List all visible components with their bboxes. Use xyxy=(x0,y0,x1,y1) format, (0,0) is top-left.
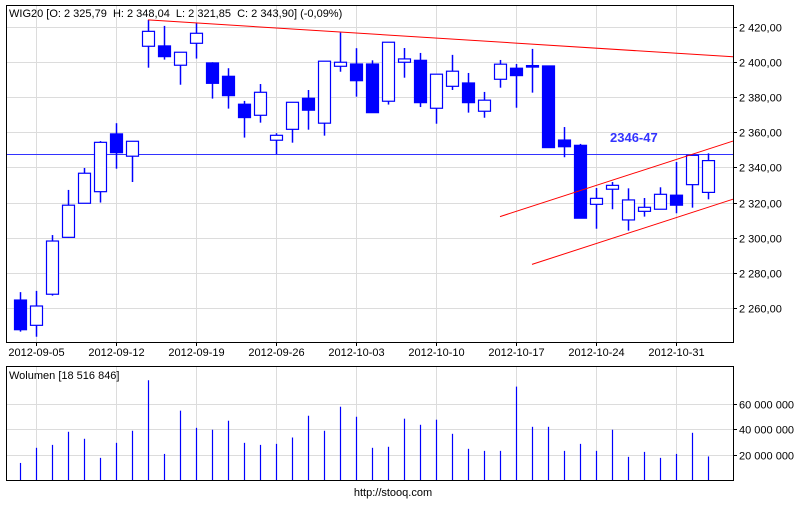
candle-up xyxy=(397,58,412,63)
date-tick-label: 2012-09-19 xyxy=(168,347,224,359)
candle-down xyxy=(157,45,172,58)
candle-up xyxy=(429,73,444,109)
volume-plot-frame xyxy=(6,366,734,481)
candle-up xyxy=(381,41,396,102)
candle-up xyxy=(333,61,348,67)
price-tick-label: 2 280,00 xyxy=(739,269,782,281)
candle-up xyxy=(77,172,92,204)
date-tick-label: 2012-10-03 xyxy=(328,347,384,359)
candle-down xyxy=(221,75,236,97)
candle-up xyxy=(605,184,620,190)
volume-axis: 60 000 000 40 000 000 20 000 000 xyxy=(733,400,794,463)
volume-tick-label: 60 000 000 xyxy=(739,400,794,412)
candle-up xyxy=(637,206,652,212)
price-tick-label: 2 320,00 xyxy=(739,199,782,211)
candle-down xyxy=(237,103,252,119)
candle-down xyxy=(557,139,572,148)
candle-down xyxy=(109,133,124,154)
price-grid xyxy=(6,5,733,342)
candle-up xyxy=(125,140,140,157)
trend-lines xyxy=(147,19,734,265)
candle-down xyxy=(13,299,28,331)
candle-up xyxy=(653,193,668,210)
volume-chart-title: Wolumen [18 516 846] xyxy=(9,370,119,382)
candle-down xyxy=(541,65,556,149)
support-line-label: 2346-47 xyxy=(610,130,658,145)
price-plot-frame xyxy=(6,5,734,343)
candle-down xyxy=(573,144,588,219)
volume-tick-label: 20 000 000 xyxy=(739,451,794,463)
candle-up xyxy=(493,63,508,80)
candle-up xyxy=(317,60,332,124)
price-tick-label: 2 360,00 xyxy=(739,128,782,140)
price-tick-label: 2 380,00 xyxy=(739,93,782,105)
candle-up xyxy=(285,101,300,130)
date-tick-label: 2012-09-12 xyxy=(88,347,144,359)
candle-up xyxy=(589,197,604,205)
date-axis: 2012-09-05 2012-09-12 2012-09-19 2012-09-26… xyxy=(8,342,705,359)
price-axis: 2 420,00 2 400,00 2 380,00 2 360,00 2 340,00… xyxy=(733,23,782,316)
candle-up xyxy=(29,305,44,326)
candle-up xyxy=(701,159,716,193)
date-tick-label: 2012-10-10 xyxy=(408,347,464,359)
volume-grid xyxy=(6,366,733,480)
candle-up xyxy=(685,154,700,186)
candle-down xyxy=(205,62,220,84)
price-tick-label: 2 300,00 xyxy=(739,234,782,246)
candles xyxy=(13,19,716,337)
candle-down xyxy=(349,63,364,82)
source-link[interactable]: http://stooq.com xyxy=(354,487,432,499)
date-tick-label: 2012-10-24 xyxy=(568,347,624,359)
price-tick-label: 2 260,00 xyxy=(739,304,782,316)
date-tick-label: 2012-10-31 xyxy=(648,347,704,359)
volume-bars xyxy=(19,380,710,480)
candle-up xyxy=(189,32,204,44)
candle-down xyxy=(461,82,476,104)
date-tick-label: 2012-09-26 xyxy=(248,347,304,359)
candle-up xyxy=(141,30,156,47)
candle-up xyxy=(477,99,492,112)
candle-up xyxy=(93,141,108,193)
price-chart-title: WIG20 [O: 2 325,79 H: 2 348,04 L: 2 321,… xyxy=(9,8,342,20)
trend-line xyxy=(499,140,734,218)
price-tick-label: 2 420,00 xyxy=(739,23,782,35)
volume-tick-label: 40 000 000 xyxy=(739,425,794,437)
candle-up xyxy=(45,240,60,295)
candle-up xyxy=(253,91,268,116)
candle-down xyxy=(669,194,684,206)
candle-up xyxy=(61,204,76,238)
candle-down xyxy=(509,67,524,77)
trend-line xyxy=(531,198,734,265)
price-tick-label: 2 340,00 xyxy=(739,163,782,175)
candle-down xyxy=(301,97,316,111)
trend-line xyxy=(147,19,734,58)
candle-up xyxy=(621,199,636,221)
candle-down xyxy=(413,59,428,104)
date-tick-label: 2012-10-17 xyxy=(488,347,544,359)
candle-down xyxy=(365,63,380,114)
candle-up xyxy=(445,70,460,87)
price-tick-label: 2 400,00 xyxy=(739,58,782,70)
candle-up xyxy=(269,134,284,141)
date-tick-label: 2012-09-05 xyxy=(8,347,64,359)
candle-up xyxy=(173,51,188,66)
candle-down xyxy=(525,64,540,68)
